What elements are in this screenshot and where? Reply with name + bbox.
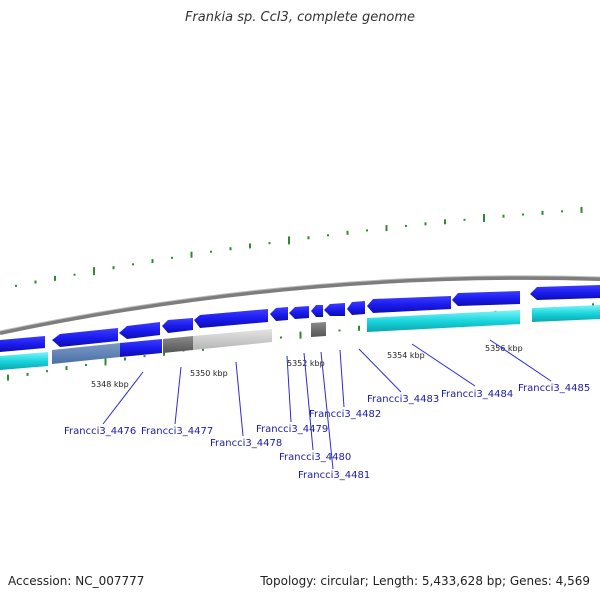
reverse-gene-arrow[interactable]: [52, 343, 120, 364]
scale-label-5348: 5348 kbp: [91, 380, 129, 389]
gene-label-francci3-4480[interactable]: Francci3_4480: [279, 452, 351, 463]
map-title: Frankia sp. CcI3, complete genome: [184, 10, 416, 25]
forward-gene-arrow[interactable]: [311, 305, 323, 317]
gene-label-francci3-4485[interactable]: Francci3_4485: [518, 383, 590, 394]
gene-label-francci3-4481[interactable]: Francci3_4481: [298, 470, 370, 481]
gene-label-francci3-4477[interactable]: Francci3_4477: [141, 426, 213, 437]
gene-label-francci3-4476[interactable]: Francci3_4476: [64, 426, 136, 437]
gene-label-francci3-4484[interactable]: Francci3_4484: [441, 389, 513, 400]
reverse-strand-genes: [0, 305, 600, 370]
accession-text: Accession: NC_007777: [8, 574, 145, 588]
forward-gene-arrow[interactable]: [194, 309, 268, 328]
forward-gene-arrow[interactable]: [452, 291, 520, 306]
reverse-gene-arrow[interactable]: [367, 310, 520, 332]
forward-gene-arrow[interactable]: [367, 296, 451, 313]
forward-gene-arrow[interactable]: [324, 303, 345, 316]
reverse-gene-arrow[interactable]: [120, 339, 162, 357]
gene-label-francci3-4483[interactable]: Francci3_4483: [367, 394, 439, 405]
pseudo-gene[interactable]: [163, 336, 193, 353]
forward-gene-arrow[interactable]: [347, 301, 365, 315]
forward-gene-arrow[interactable]: [270, 307, 288, 321]
forward-gene-arrow[interactable]: [530, 285, 600, 300]
genome-backbone: [0, 275, 600, 335]
forward-gene-arrow[interactable]: [289, 306, 309, 319]
forward-strand-genes: [0, 285, 600, 352]
scale-label-5350: 5350 kbp: [190, 369, 228, 378]
forward-gene-arrow[interactable]: [0, 336, 45, 352]
scale-label-5354: 5354 kbp: [387, 351, 425, 360]
genome-summary-text: Topology: circular; Length: 5,433,628 bp…: [260, 574, 590, 588]
scale-label-5352: 5352 kbp: [287, 359, 325, 368]
pseudo-gene[interactable]: [311, 322, 326, 337]
gene-leader-lines: [102, 339, 552, 470]
reverse-gene-arrow[interactable]: [532, 305, 600, 322]
forward-gene-arrow[interactable]: [52, 328, 118, 347]
forward-gene-arrow[interactable]: [119, 322, 160, 339]
scale-labels: 5348 kbp 5350 kbp 5352 kbp 5354 kbp 5356…: [91, 344, 523, 389]
gene-label-francci3-4478[interactable]: Francci3_4478: [210, 438, 282, 449]
scale-label-5356: 5356 kbp: [485, 344, 523, 353]
gene-label-francci3-4482[interactable]: Francci3_4482: [309, 409, 381, 420]
forward-gene-arrow[interactable]: [162, 318, 193, 333]
reverse-gene-arrow[interactable]: [0, 352, 48, 370]
gene-label-francci3-4479[interactable]: Francci3_4479: [256, 424, 328, 435]
pseudo-gene[interactable]: [193, 329, 272, 350]
gene-labels: Francci3_4476 Francci3_4477 Francci3_447…: [64, 383, 590, 481]
